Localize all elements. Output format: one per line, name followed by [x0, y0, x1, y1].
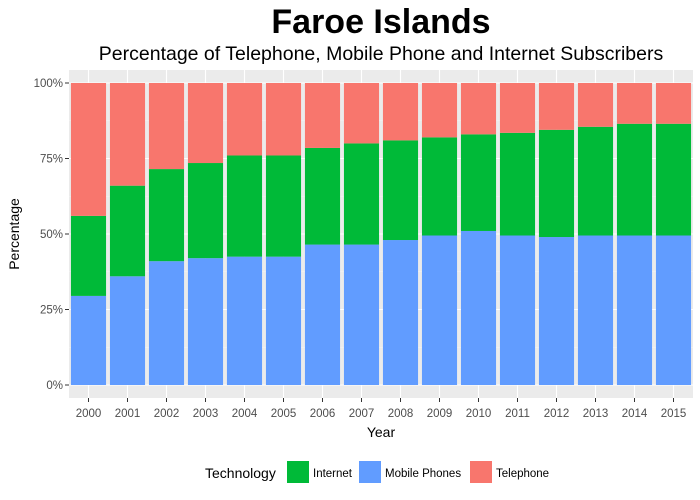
bar-telephone-2015	[655, 83, 692, 124]
bar-mobile-phones-2013	[577, 235, 614, 385]
x-tick-label: 2008	[388, 408, 414, 420]
bar-internet-2001	[109, 185, 146, 277]
legend: Technology Internet Mobile Phones Telephon…	[205, 461, 549, 483]
bar-mobile-phones-2008	[382, 240, 419, 385]
chart-subtitle: Percentage of Telephone, Mobile Phone an…	[99, 43, 664, 65]
bar-mobile-phones-2011	[499, 235, 536, 385]
legend-title: Technology	[205, 465, 276, 481]
legend-key-mobile-phones	[359, 461, 381, 483]
y-tick-label: 0%	[46, 380, 63, 392]
bar-telephone-2011	[499, 83, 536, 133]
bar-internet-2015	[655, 123, 692, 236]
x-tick-label: 2006	[310, 408, 336, 420]
y-axis-title: Percentage	[6, 198, 22, 270]
bar-mobile-phones-2006	[304, 244, 341, 385]
chart-title: Faroe Islands	[271, 3, 490, 41]
bar-telephone-2014	[616, 83, 653, 124]
x-axis-title: Year	[367, 424, 396, 440]
bar-telephone-2003	[187, 83, 224, 164]
y-tick-label: 25%	[40, 305, 63, 317]
y-tick-label: 75%	[40, 154, 63, 166]
x-tick-label: 2001	[115, 408, 141, 420]
legend-label-telephone: Telephone	[496, 468, 549, 480]
x-tick-label: 2004	[232, 408, 258, 420]
x-tick-label: 2007	[349, 408, 375, 420]
bar-telephone-2000	[70, 83, 107, 216]
bar-internet-2011	[499, 132, 536, 236]
y-axis-ticks: 0% 25% 50% 75% 100%	[34, 78, 69, 392]
bar-telephone-2005	[265, 83, 302, 156]
bar-telephone-2010	[460, 83, 497, 135]
bar-telephone-2008	[382, 83, 419, 141]
bar-internet-2000	[70, 215, 107, 296]
legend-key-internet	[287, 461, 309, 483]
bar-telephone-2001	[109, 83, 146, 186]
x-tick-label: 2000	[76, 408, 102, 420]
x-tick-label: 2009	[427, 408, 453, 420]
bar-internet-2005	[265, 155, 302, 257]
x-tick-label: 2011	[505, 408, 530, 420]
bar-mobile-phones-2015	[655, 235, 692, 385]
bar-telephone-2004	[226, 83, 263, 156]
bar-telephone-2002	[148, 83, 185, 170]
bar-mobile-phones-2001	[109, 276, 146, 385]
bar-internet-2009	[421, 137, 458, 236]
bar-telephone-2009	[421, 83, 458, 138]
bar-internet-2004	[226, 155, 263, 257]
x-tick-label: 2010	[466, 408, 492, 420]
legend-label-internet: Internet	[313, 468, 353, 480]
bar-mobile-phones-2014	[616, 235, 653, 385]
bar-telephone-2006	[304, 83, 341, 148]
bar-internet-2008	[382, 140, 419, 241]
bar-internet-2002	[148, 169, 185, 262]
x-tick-label: 2015	[661, 408, 687, 420]
x-tick-label: 2014	[622, 408, 648, 420]
bar-internet-2010	[460, 134, 497, 231]
x-tick-label: 2005	[271, 408, 297, 420]
x-tick-label: 2013	[583, 408, 609, 420]
bar-mobile-phones-2010	[460, 230, 497, 385]
bar-mobile-phones-2009	[421, 235, 458, 385]
bar-internet-2014	[616, 123, 653, 236]
bar-mobile-phones-2012	[538, 237, 575, 385]
bar-mobile-phones-2002	[148, 261, 185, 385]
x-tick-label: 2003	[193, 408, 219, 420]
x-tick-label: 2012	[544, 408, 570, 420]
x-tick-label: 2002	[154, 408, 180, 420]
bar-internet-2007	[343, 143, 380, 245]
bar-internet-2012	[538, 129, 575, 238]
bars	[70, 83, 692, 385]
legend-label-mobile-phones: Mobile Phones	[385, 468, 461, 480]
y-tick-label: 50%	[40, 229, 63, 241]
y-tick-label: 100%	[34, 78, 63, 90]
bar-telephone-2013	[577, 83, 614, 127]
bar-mobile-phones-2003	[187, 258, 224, 385]
bar-internet-2006	[304, 147, 341, 245]
bar-mobile-phones-2000	[70, 295, 107, 385]
legend-key-telephone	[470, 461, 492, 483]
bar-internet-2003	[187, 163, 224, 259]
bar-mobile-phones-2004	[226, 256, 263, 385]
bar-mobile-phones-2007	[343, 244, 380, 385]
bar-telephone-2012	[538, 83, 575, 130]
bar-mobile-phones-2005	[265, 256, 302, 385]
x-axis-ticks: 2000 2001 2002 2003 2004 2005 2006 2007 2008 2009…	[76, 398, 687, 420]
bar-internet-2013	[577, 126, 614, 236]
bar-telephone-2007	[343, 83, 380, 144]
